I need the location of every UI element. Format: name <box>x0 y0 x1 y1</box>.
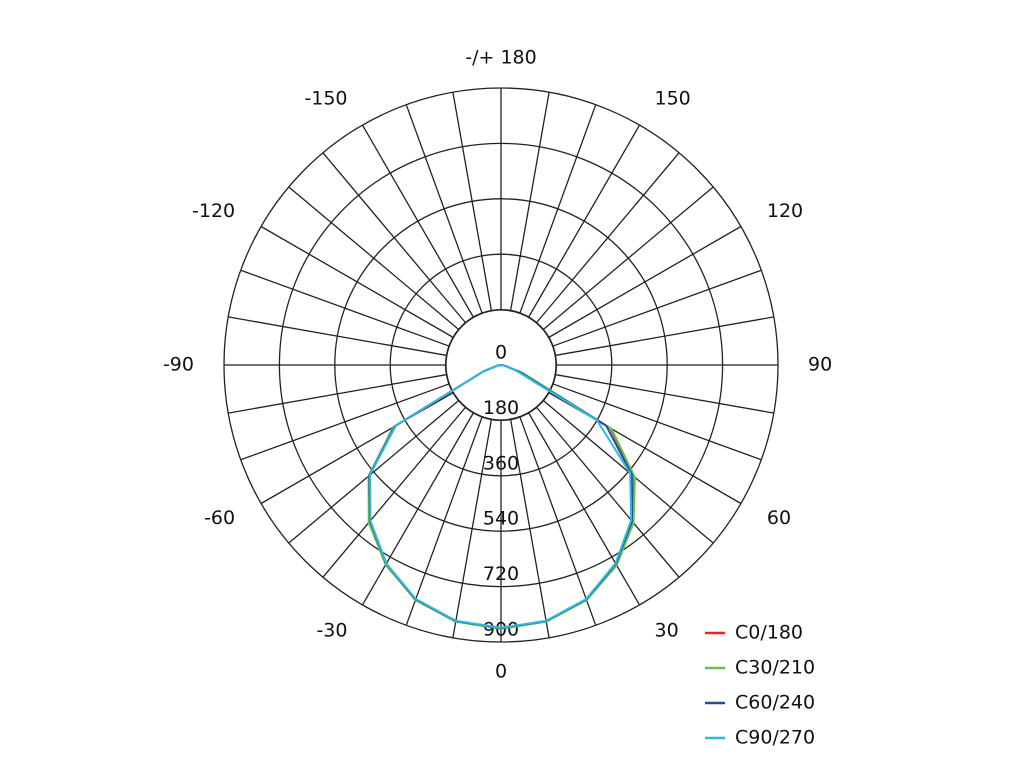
grid-ring <box>389 253 613 477</box>
radial-tick-label: 0 <box>495 342 507 364</box>
angle-tick-label: -120 <box>192 200 235 222</box>
legend-label: C60/240 <box>735 692 815 714</box>
angle-tick-label: -90 <box>163 354 194 376</box>
radial-tick-label: 180 <box>483 397 519 419</box>
angle-tick-label: 150 <box>655 88 691 110</box>
grid-ring <box>334 198 668 532</box>
legend-label: C0/180 <box>735 622 803 644</box>
angle-tick-label: 60 <box>767 507 791 529</box>
angle-tick-label: -150 <box>304 88 347 110</box>
angle-tick-label: -60 <box>204 507 235 529</box>
legend-label: C30/210 <box>735 657 815 679</box>
angle-tick-label: 30 <box>655 619 679 641</box>
radial-tick-label: 540 <box>483 508 519 530</box>
inner-ring <box>445 309 557 421</box>
angle-tick-label: 0 <box>495 661 507 683</box>
grid-ring <box>278 142 724 588</box>
radial-tick-label: 360 <box>483 452 519 474</box>
radial-tick-label: 720 <box>483 563 519 585</box>
grid-ring <box>223 87 779 643</box>
angle-tick-label: 90 <box>808 354 832 376</box>
angle-tick-label: 120 <box>767 200 803 222</box>
series-line <box>369 364 633 629</box>
legend-label: C90/270 <box>735 727 815 749</box>
angle-tick-label: -30 <box>316 619 347 641</box>
angle-tick-label: -/+ 180 <box>465 47 536 69</box>
